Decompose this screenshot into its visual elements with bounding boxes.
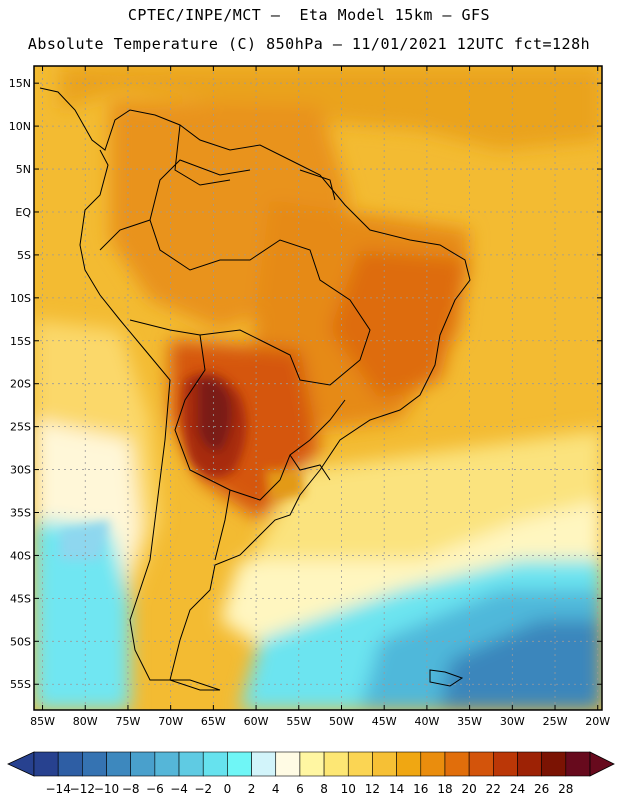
colorbar-label: 12 bbox=[365, 782, 380, 796]
lon-tick-label: 60W bbox=[244, 715, 269, 728]
colorbar-swatch bbox=[323, 751, 349, 777]
colorbar-label: 18 bbox=[437, 782, 452, 796]
chart-title-line2: Absolute Temperature (C) 850hPa – 11/01/… bbox=[27, 35, 591, 53]
lat-tick-label: 55S bbox=[10, 678, 31, 691]
lat-tick-label: 15S bbox=[10, 335, 31, 348]
colorbar-swatch bbox=[372, 751, 397, 777]
lon-tick-label: 55W bbox=[286, 715, 311, 728]
colorbar-swatch bbox=[299, 751, 325, 777]
colorbar-label: −6 bbox=[146, 782, 164, 796]
lat-tick-label: EQ bbox=[15, 206, 31, 219]
colorbar-swatch bbox=[565, 751, 591, 777]
lat-tick-label: 25S bbox=[10, 421, 31, 434]
colorbar-label: −12 bbox=[70, 782, 95, 796]
colorbar-swatch bbox=[130, 751, 156, 777]
colorbar-label: 8 bbox=[320, 782, 328, 796]
colorbar-label: 14 bbox=[389, 782, 404, 796]
lon-tick-label: 80W bbox=[73, 715, 98, 728]
colorbar-label: 20 bbox=[461, 782, 476, 796]
colorbar-label: 0 bbox=[224, 782, 232, 796]
colorbar-swatch bbox=[106, 751, 131, 777]
lat-tick-label: 15N bbox=[9, 77, 31, 90]
colorbar-swatch bbox=[202, 751, 228, 777]
lat-tick-label: 10S bbox=[10, 292, 31, 305]
lon-tick-label: 70W bbox=[158, 715, 183, 728]
colorbar-swatch bbox=[468, 751, 494, 777]
colorbar-swatch bbox=[275, 751, 301, 777]
colorbar-swatch bbox=[57, 751, 83, 777]
lat-tick-label: 10N bbox=[9, 120, 31, 133]
lon-tick-label: 50W bbox=[329, 715, 354, 728]
lat-tick-label: 50S bbox=[10, 635, 31, 648]
colorbar-swatch bbox=[251, 751, 277, 777]
coastlines bbox=[39, 87, 471, 691]
lon-tick-label: 85W bbox=[30, 715, 55, 728]
lon-tick-label: 75W bbox=[116, 715, 141, 728]
colorbar-label: 10 bbox=[341, 782, 356, 796]
colorbar-swatch bbox=[420, 751, 446, 777]
colorbar-label: −8 bbox=[122, 782, 140, 796]
colorbar-swatch bbox=[517, 751, 542, 777]
colorbar-label: −14 bbox=[46, 782, 71, 796]
colorbar-label: 4 bbox=[272, 782, 280, 796]
colorbar-label: 16 bbox=[413, 782, 428, 796]
colorbar-swatch bbox=[493, 751, 518, 777]
temperature-field bbox=[34, 66, 602, 710]
colorbar-label: −4 bbox=[170, 782, 188, 796]
lat-tick-label: 20S bbox=[10, 378, 31, 391]
lon-tick-label: 45W bbox=[372, 715, 397, 728]
colorbar-swatch bbox=[227, 751, 252, 777]
graticule bbox=[34, 66, 602, 710]
colorbar-swatch bbox=[33, 751, 59, 777]
lon-tick-label: 25W bbox=[543, 715, 568, 728]
colorbar-label: −2 bbox=[194, 782, 212, 796]
colorbar-swatch bbox=[154, 751, 180, 777]
colorbar-label: 6 bbox=[296, 782, 304, 796]
lat-tick-label: 5N bbox=[16, 163, 31, 176]
colorbar-swatch bbox=[541, 751, 567, 777]
lat-tick-label: 35S bbox=[10, 507, 31, 520]
lat-tick-label: 30S bbox=[10, 464, 31, 477]
colorbar-swatch bbox=[178, 751, 204, 777]
latitude-axis: 15N 10N 5N EQ 5S 10S 15S 20S 25S 30S 35S 40S 45S 50S 5… bbox=[9, 77, 602, 691]
colorbar-swatch bbox=[444, 751, 470, 777]
lon-tick-label: 20W bbox=[585, 715, 610, 728]
chart-title-line1: CPTEC/INPE/MCT – Eta Model 15km – GFS bbox=[127, 6, 491, 24]
map-frame bbox=[33, 65, 603, 711]
colorbar-swatch bbox=[396, 751, 422, 777]
colorbar: −14−12−10 −8 −6 −4 −2 0 2 4 6 8 10 12 14 16 18 20 22 24 26… bbox=[7, 751, 615, 796]
lat-tick-label: 5S bbox=[17, 249, 31, 262]
colorbar-label: 26 bbox=[534, 782, 549, 796]
colorbar-label: 28 bbox=[558, 782, 573, 796]
lat-tick-label: 45S bbox=[10, 592, 31, 605]
colorbar-swatch bbox=[82, 751, 107, 777]
colorbar-swatch bbox=[347, 751, 373, 777]
lon-tick-label: 35W bbox=[457, 715, 482, 728]
longitude-axis: 85W 80W 75W 70W 65W 60W 55W 50W 45W 40W 35W 30W 25W 2… bbox=[30, 66, 610, 728]
lon-tick-label: 30W bbox=[500, 715, 525, 728]
colorbar-label: 2 bbox=[248, 782, 256, 796]
colorbar-label: 24 bbox=[510, 782, 525, 796]
colorbar-label: 22 bbox=[486, 782, 501, 796]
lat-tick-label: 40S bbox=[10, 549, 31, 562]
colorbar-label: −10 bbox=[94, 782, 119, 796]
lon-tick-label: 65W bbox=[201, 715, 226, 728]
colorbar-arrow-left bbox=[7, 751, 35, 777]
colorbar-arrow-right bbox=[589, 751, 615, 777]
lon-tick-label: 40W bbox=[414, 715, 439, 728]
